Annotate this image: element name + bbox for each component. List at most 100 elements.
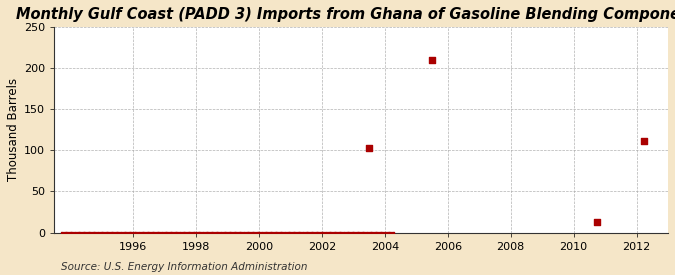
Text: Source: U.S. Energy Information Administration: Source: U.S. Energy Information Administ…	[61, 262, 307, 272]
Point	[282, 230, 293, 235]
Point	[113, 230, 124, 235]
Point	[352, 230, 362, 235]
Point	[315, 230, 326, 235]
Point	[101, 230, 111, 235]
Point	[354, 230, 364, 235]
Point	[92, 230, 103, 235]
Point	[349, 230, 360, 235]
Point	[59, 230, 70, 235]
Point	[367, 230, 377, 235]
Point	[82, 230, 93, 235]
Point	[427, 58, 437, 62]
Point	[331, 230, 342, 235]
Point	[272, 230, 283, 235]
Point	[175, 230, 186, 235]
Point	[277, 230, 288, 235]
Point	[64, 230, 75, 235]
Point	[70, 230, 80, 235]
Point	[288, 230, 298, 235]
Point	[213, 230, 224, 235]
Point	[326, 230, 337, 235]
Point	[364, 146, 375, 150]
Point	[200, 230, 211, 235]
Point	[369, 230, 380, 235]
Point	[295, 230, 306, 235]
Point	[375, 230, 385, 235]
Point	[177, 230, 188, 235]
Point	[72, 230, 83, 235]
Point	[134, 230, 144, 235]
Point	[198, 230, 209, 235]
Point	[292, 230, 303, 235]
Point	[162, 230, 173, 235]
Point	[321, 230, 331, 235]
Point	[57, 230, 68, 235]
Point	[190, 230, 200, 235]
Point	[169, 230, 180, 235]
Point	[364, 230, 375, 235]
Point	[62, 230, 73, 235]
Point	[639, 138, 650, 143]
Point	[269, 230, 280, 235]
Point	[236, 230, 247, 235]
Point	[385, 230, 396, 235]
Point	[310, 230, 321, 235]
Point	[202, 230, 213, 235]
Point	[159, 230, 170, 235]
Point	[77, 230, 88, 235]
Point	[290, 230, 300, 235]
Point	[228, 230, 239, 235]
Point	[128, 230, 139, 235]
Title: Monthly Gulf Coast (PADD 3) Imports from Ghana of Gasoline Blending Components: Monthly Gulf Coast (PADD 3) Imports from…	[16, 7, 675, 22]
Point	[226, 230, 237, 235]
Point	[305, 230, 316, 235]
Point	[300, 230, 311, 235]
Point	[264, 230, 275, 235]
Point	[75, 230, 86, 235]
Point	[121, 230, 132, 235]
Point	[379, 230, 390, 235]
Point	[146, 230, 157, 235]
Point	[192, 230, 203, 235]
Point	[205, 230, 216, 235]
Point	[249, 230, 260, 235]
Point	[246, 230, 257, 235]
Point	[252, 230, 263, 235]
Point	[167, 230, 178, 235]
Point	[136, 230, 147, 235]
Point	[90, 230, 101, 235]
Point	[333, 230, 344, 235]
Point	[126, 230, 137, 235]
Point	[336, 230, 347, 235]
Point	[231, 230, 242, 235]
Point	[341, 230, 352, 235]
Point	[141, 230, 152, 235]
Point	[208, 230, 219, 235]
Point	[195, 230, 206, 235]
Point	[180, 230, 190, 235]
Point	[239, 230, 250, 235]
Point	[259, 230, 270, 235]
Point	[124, 230, 134, 235]
Point	[80, 230, 90, 235]
Point	[382, 230, 393, 235]
Point	[244, 230, 254, 235]
Point	[215, 230, 226, 235]
Point	[313, 230, 324, 235]
Point	[131, 230, 142, 235]
Point	[139, 230, 150, 235]
Point	[149, 230, 160, 235]
Point	[298, 230, 308, 235]
Point	[221, 230, 232, 235]
Point	[108, 230, 119, 235]
Point	[157, 230, 167, 235]
Point	[344, 230, 354, 235]
Point	[182, 230, 193, 235]
Point	[85, 230, 96, 235]
Point	[115, 230, 126, 235]
Point	[98, 230, 109, 235]
Point	[234, 230, 244, 235]
Point	[346, 230, 357, 235]
Point	[308, 230, 319, 235]
Point	[154, 230, 165, 235]
